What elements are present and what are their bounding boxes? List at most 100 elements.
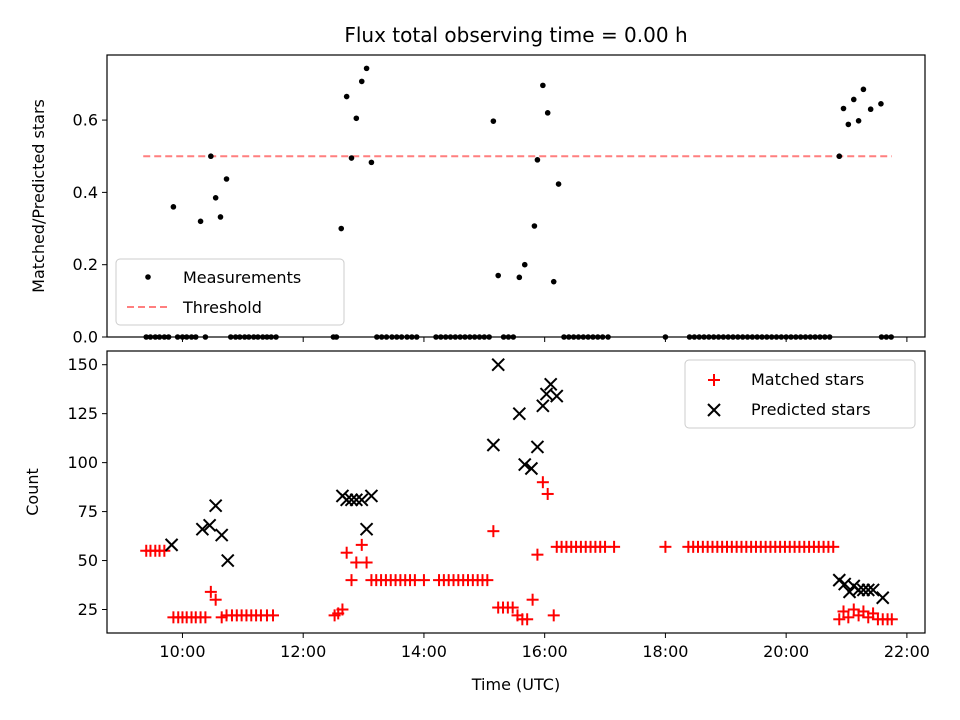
predicted-point [512,406,527,421]
predicted-point [530,440,545,454]
matched-point [355,538,368,551]
measurement-point [353,115,360,122]
measurement-point [860,86,867,93]
bottom-legend-box [684,359,916,429]
measurement-point [358,78,365,85]
measurement-point [840,105,847,112]
measurement-point [212,195,219,201]
predicted-point [544,377,558,391]
matched-point [360,556,373,569]
measurement-point [343,93,350,100]
measurement-point [217,214,224,220]
predicted-point [518,457,532,472]
top-ytick-label: 0.6 [73,111,98,130]
top-legend: Measurements Threshold [115,258,345,326]
bottom-ytick-label: 75 [78,502,98,521]
matched-point [336,603,349,616]
measurement-point [338,225,345,232]
measurement-point [555,181,562,187]
measurement-point [878,101,884,107]
legend-label-matched: Matched stars [751,370,864,389]
measurement-point [197,218,204,225]
measurement-point [223,176,230,182]
matched-point [487,525,500,538]
matched-point [481,574,494,587]
matched-point [842,611,855,624]
measurement-point [348,155,355,161]
predicted-point [856,583,871,597]
matched-point [531,548,544,561]
bottom-plot-layer [140,358,898,626]
top-axis-layer: 0.0 0.2 0.4 0.6 [73,111,908,347]
legend-label-predicted: Predicted stars [751,400,871,419]
measurement-point [368,159,375,166]
bottom-axis-layer: 10:00 12:00 14:00 16:00 18:00 20:00 22:00 25 50 7… [67,355,929,661]
predicted-point [486,438,501,452]
measurement-point [540,82,546,89]
predicted-point [214,528,229,542]
measurement-point [534,157,541,163]
predicted-point [539,387,554,401]
chart-title: Flux total observing time = 0.00 h [344,23,687,47]
matched-point [209,593,222,606]
predicted-point [349,493,364,507]
matched-point [827,540,840,553]
matched-point [885,613,898,626]
predicted-point [536,399,550,413]
bottom-ytick-label: 50 [78,551,98,570]
matched-point [833,613,846,626]
matched-point [345,574,358,587]
predicted-point [202,518,217,532]
measurement-point [850,96,857,103]
legend-label-measurements: Measurements [183,268,301,287]
bottom-ytick-label: 150 [67,355,98,374]
bottom-legend: Matched stars Predicted stars [684,359,916,429]
measurement-point [363,65,370,72]
measurement-point [855,118,862,124]
predicted-point [851,583,866,597]
matched-point [158,544,171,557]
matched-point [199,611,212,624]
bottom-xtick-label: 10:00 [159,642,205,661]
matched-point [526,593,539,606]
bottom-axes-frame [106,350,926,634]
measurement-point [867,106,874,113]
top-ytick-label: 0.2 [73,255,98,274]
measurement-point [170,204,177,210]
matched-point [547,609,560,622]
predicted-point [344,493,359,507]
matched-point [204,585,217,598]
predicted-point [359,522,374,536]
predicted-point [164,538,179,552]
measurement-point [544,110,551,116]
bottom-ylabel: Count [23,468,42,516]
legend-marker-predicted [707,403,721,417]
legend-marker-measurements [145,274,151,280]
measurement-point [836,153,843,160]
measurement-point [516,274,523,281]
matched-point [417,574,430,587]
legend-marker-matched [708,374,720,386]
predicted-point [524,461,539,476]
predicted-point [208,499,223,513]
measurement-point [531,223,538,229]
matched-point [521,613,534,626]
matched-point [659,540,672,553]
bottom-xlabel: Time (UTC) [471,675,560,694]
predicted-point [195,522,210,536]
measurement-point [845,121,852,128]
bottom-ytick-label: 125 [67,404,98,423]
top-axes-frame [106,54,926,338]
bottom-xtick-label: 12:00 [280,642,326,661]
matched-point [541,487,554,500]
measurement-point [521,261,528,268]
bottom-xtick-label: 22:00 [884,642,930,661]
predicted-point [491,358,505,372]
top-ytick-label: 0.0 [73,328,98,347]
bottom-xtick-label: 20:00 [763,642,809,661]
bottom-xtick-label: 18:00 [642,642,688,661]
predicted-point [550,389,564,403]
top-ytick-label: 0.4 [73,183,98,202]
matched-point [536,476,549,489]
matched-point [267,609,280,622]
